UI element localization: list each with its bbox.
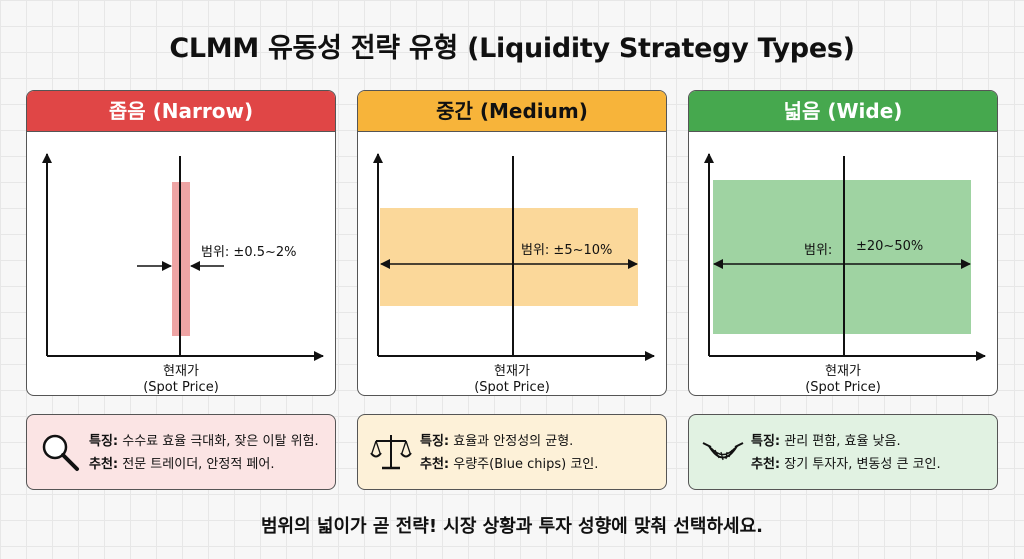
spot-price-label-en: (Spot Price) <box>805 380 881 395</box>
card-header-wide: 넓음 (Wide) <box>689 91 997 132</box>
chart-area-narrow: 범위: ±0.5~2% 현재가 (Spot Price) <box>27 132 335 395</box>
magnifier-icon <box>39 431 81 477</box>
chart-area-medium: 범위: ±5~10% 현재가 (Spot Price) <box>358 132 666 395</box>
spot-price-label-ko: 현재가 <box>163 364 199 379</box>
recommend-line: 추천: 전문 트레이더, 안정적 페어. <box>89 457 275 472</box>
narrow-range-diagram <box>42 153 324 361</box>
hammock-icon <box>701 431 745 477</box>
spot-price-label-ko: 현재가 <box>494 364 530 379</box>
range-label-wide-b: ±20~50% <box>856 239 924 254</box>
card-header-narrow: 좁음 (Narrow) <box>27 91 335 132</box>
feature-line: 특징: 관리 편함, 효율 낮음. <box>751 434 901 449</box>
footer-message: 범위의 넓이가 곧 전략! 시장 상황과 투자 성향에 맞춰 선택하세요. <box>260 516 763 537</box>
feature-line: 특징: 효율과 안정성의 균형. <box>420 434 574 449</box>
info-box-narrow: 특징: 수수료 효율 극대화, 잦은 이탈 위험. 추천: 전문 트레이더, 안… <box>26 414 336 490</box>
strategy-card-narrow: 좁음 (Narrow) 범위: ±0.5~2% 현재가 (Spot Price) <box>26 90 336 396</box>
page-title: CLMM 유동성 전략 유형 (Liquidity Strategy Types… <box>169 33 855 64</box>
range-label-wide-a: 범위: <box>804 243 833 258</box>
range-label-medium: 범위: ±5~10% <box>521 243 613 258</box>
range-label-narrow: 범위: ±0.5~2% <box>201 245 297 260</box>
info-box-wide: 특징: 관리 편함, 효율 낮음. 추천: 장기 투자자, 변동성 큰 코인. <box>688 414 998 490</box>
medium-range-diagram <box>373 153 655 361</box>
spot-price-label-en: (Spot Price) <box>474 380 550 395</box>
balance-scale-icon <box>370 431 412 477</box>
spot-price-label-ko: 현재가 <box>825 364 861 379</box>
recommend-line: 추천: 우량주(Blue chips) 코인. <box>420 457 599 472</box>
chart-area-wide: 범위: ±20~50% 현재가 (Spot Price) <box>689 132 997 395</box>
recommend-line: 추천: 장기 투자자, 변동성 큰 코인. <box>751 457 941 472</box>
card-header-medium: 중간 (Medium) <box>358 91 666 132</box>
strategy-card-wide: 넓음 (Wide) 범위: ±20~50% 현재가 (Spot Price) <box>688 90 998 396</box>
medium-liquidity-band <box>380 208 638 306</box>
info-box-medium: 특징: 효율과 안정성의 균형. 추천: 우량주(Blue chips) 코인. <box>357 414 667 490</box>
spot-price-label-en: (Spot Price) <box>143 380 219 395</box>
wide-liquidity-band <box>713 180 971 334</box>
feature-line: 특징: 수수료 효율 극대화, 잦은 이탈 위험. <box>89 434 319 449</box>
strategy-card-medium: 중간 (Medium) 범위: ±5~10% 현재가 (Spot Price) <box>357 90 667 396</box>
wide-range-diagram <box>704 153 986 361</box>
